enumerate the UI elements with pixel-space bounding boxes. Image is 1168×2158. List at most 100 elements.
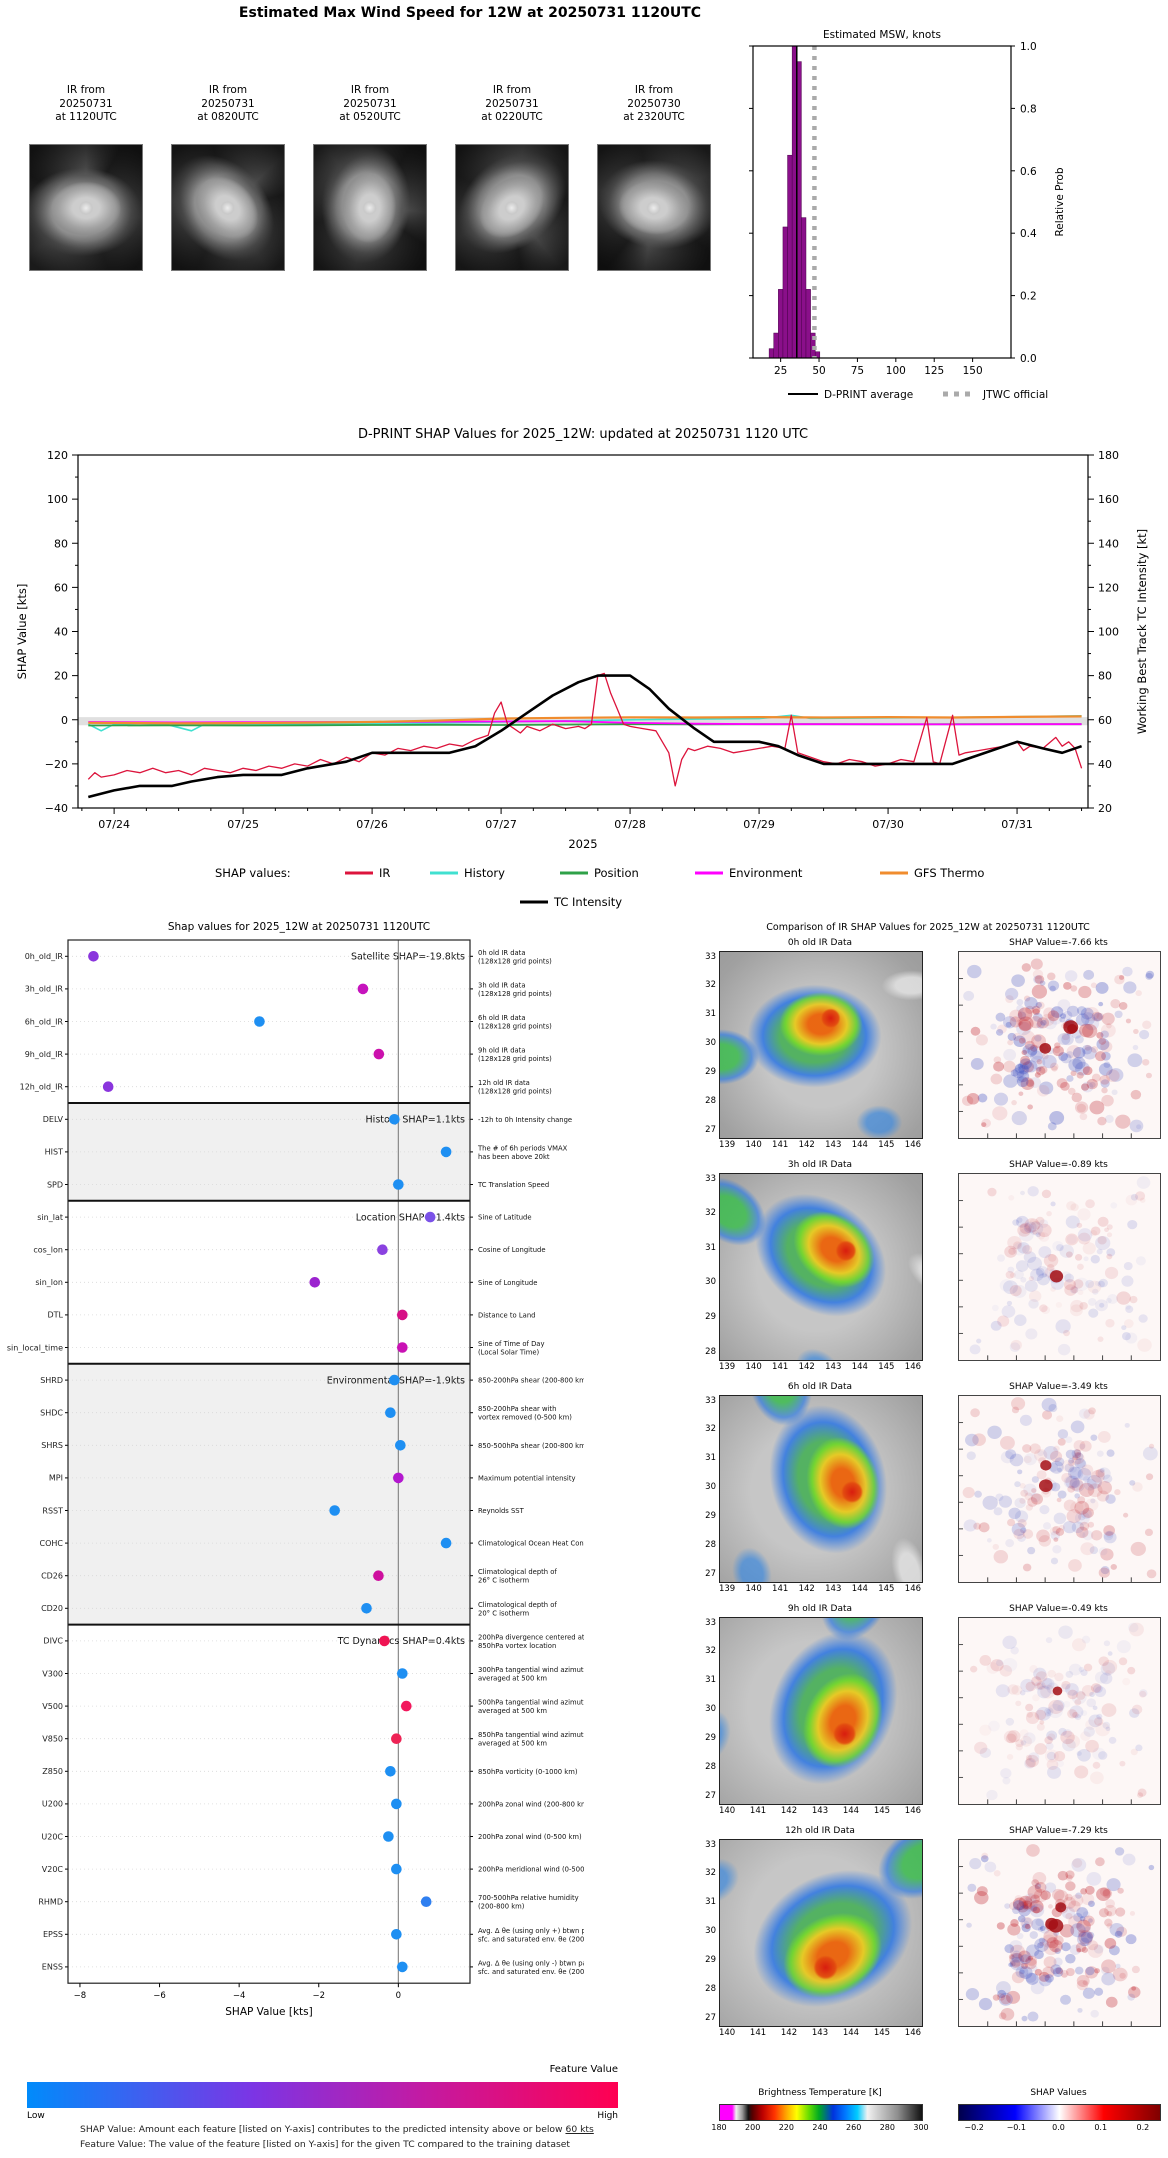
svg-text:Climatological Ocean Heat Cont: Climatological Ocean Heat Content <box>478 1540 584 1548</box>
svg-text:vortex removed (0-500 km): vortex removed (0-500 km) <box>478 1414 572 1422</box>
svg-text:DTL: DTL <box>47 1311 63 1320</box>
lat-tick-label: 29 <box>705 1066 716 1077</box>
ir-map-title: 3h old IR Data <box>787 1160 853 1170</box>
svg-text:Sine of Time of Day: Sine of Time of Day <box>478 1340 545 1348</box>
svg-text:Avg. Δ θe (using only -) btwn: Avg. Δ θe (using only -) btwn parcel lif… <box>478 1959 584 1967</box>
svg-text:(128x128 grid points): (128x128 grid points) <box>478 1023 552 1031</box>
shap-dot-HIST <box>440 1146 452 1158</box>
svg-text:160: 160 <box>1098 493 1119 506</box>
svg-text:0.0: 0.0 <box>1020 353 1037 365</box>
shap-dot-EPSS <box>391 1929 402 1940</box>
svg-text:200hPa zonal wind (200-800 km): 200hPa zonal wind (200-800 km) <box>478 1800 584 1808</box>
bt-colorbar <box>719 2104 923 2121</box>
svg-text:0: 0 <box>61 714 68 727</box>
svg-text:SHDC: SHDC <box>40 1409 63 1418</box>
svg-text:07/26: 07/26 <box>356 818 388 831</box>
svg-text:COHC: COHC <box>40 1539 64 1548</box>
shap-dot-9h_old_IR <box>373 1048 385 1060</box>
svg-text:SHAP Value [kts]: SHAP Value [kts] <box>15 584 29 680</box>
svg-text:200hPa divergence centered at: 200hPa divergence centered at <box>478 1633 584 1641</box>
bt-colorbar-tick: 260 <box>846 2123 862 2132</box>
svg-text:200hPa zonal wind (0-500 km): 200hPa zonal wind (0-500 km) <box>478 1833 582 1841</box>
svg-text:0.2: 0.2 <box>1020 291 1037 303</box>
shap-map-title: SHAP Value=-3.49 kts <box>1009 1382 1108 1392</box>
svg-text:Environment: Environment <box>729 866 803 880</box>
svg-text:150: 150 <box>963 365 983 377</box>
svg-text:0.4: 0.4 <box>1020 228 1037 240</box>
lon-tick-label: 143 <box>825 1362 842 1372</box>
comparison-row: 0h old IR Data SHAP Value=-7.66 kts 33 32 31… <box>588 938 1168 1160</box>
lat-tick-label: 33 <box>705 1617 716 1628</box>
ir-thumbnail-caption: IR from 20250731 at 0220UTC <box>481 84 543 124</box>
svg-text:50: 50 <box>812 365 825 377</box>
svg-text:12h old IR data: 12h old IR data <box>478 1079 530 1087</box>
svg-text:HIST: HIST <box>45 1148 63 1157</box>
svg-text:cos_lon: cos_lon <box>33 1246 63 1255</box>
svg-text:DIVC: DIVC <box>43 1637 63 1646</box>
svg-text:850-500hPa shear (200-800 km): 850-500hPa shear (200-800 km) <box>478 1442 584 1450</box>
svg-text:sfc. and saturated env. θe (20: sfc. and saturated env. θe (200-800 km) <box>478 1968 584 1976</box>
svg-text:ENSS: ENSS <box>42 1963 63 1972</box>
svg-text:History: History <box>464 866 505 880</box>
svg-text:07/31: 07/31 <box>1001 818 1033 831</box>
lat-tick-label: 32 <box>705 1646 716 1657</box>
svg-text:D-PRINT SHAP Values for 2025_1: D-PRINT SHAP Values for 2025_12W: update… <box>358 427 808 442</box>
ir-map-title: 6h old IR Data <box>787 1382 853 1392</box>
svg-text:JTWC official: JTWC official <box>982 389 1048 401</box>
ir-figure: IR from 20250731 at 1120UTC <box>22 84 150 271</box>
lon-tick-label: 146 <box>904 1362 922 1372</box>
lat-tick-label: 29 <box>705 1510 716 1521</box>
svg-text:The # of 6h periods VMAX: The # of 6h periods VMAX <box>477 1144 568 1152</box>
lat-tick-label: 31 <box>705 1675 716 1686</box>
svg-text:(128x128 grid points): (128x128 grid points) <box>478 1055 552 1063</box>
svg-text:(200-800 km): (200-800 km) <box>478 1903 525 1911</box>
footnote-feature-value: Feature Value: The value of the feature … <box>80 2139 570 2150</box>
lat-tick-label: 27 <box>705 1124 716 1135</box>
shap-colorbar <box>958 2104 1161 2121</box>
svg-text:MPI: MPI <box>49 1474 63 1483</box>
lon-tick-label: 140 <box>718 1806 736 1816</box>
svg-text:Working Best Track TC Intensit: Working Best Track TC Intensity [kt] <box>1135 529 1149 734</box>
svg-text:Z850: Z850 <box>42 1767 63 1776</box>
lat-tick-label: 28 <box>705 1095 716 1106</box>
svg-text:RHMD: RHMD <box>38 1898 63 1907</box>
svg-text:U200: U200 <box>42 1800 63 1809</box>
shap-dot-SHRD <box>389 1374 400 1386</box>
lat-tick-label: 31 <box>705 1242 716 1253</box>
lon-tick-label: 145 <box>878 1584 895 1594</box>
histogram-bar <box>801 217 807 359</box>
svg-text:D-PRINT average: D-PRINT average <box>824 389 913 401</box>
shap-colorbar-tick: 0.1 <box>1094 2123 1108 2132</box>
histogram-bar <box>768 348 774 359</box>
comparison-row: 12h old IR Data SHAP Value=-7.29 kts 33 32 3… <box>588 1826 1168 2048</box>
shap-map-title: SHAP Value=-0.49 kts <box>1009 1604 1108 1614</box>
svg-text:RSST: RSST <box>42 1506 63 1515</box>
shap-dot-sin_local_time <box>397 1342 408 1353</box>
svg-text:200hPa meridional wind (0-500: 200hPa meridional wind (0-500 km) <box>478 1866 584 1874</box>
shap-map-title: SHAP Value=-7.66 kts <box>1009 938 1108 948</box>
svg-text:(128x128 grid points): (128x128 grid points) <box>478 1088 552 1096</box>
ir-satellite-image <box>313 144 427 271</box>
lon-tick-label: 141 <box>772 1362 789 1372</box>
ir-comparison-panel: Comparison of IR SHAP Values for 2025_12… <box>588 916 1168 2158</box>
svg-text:(128x128 grid points): (128x128 grid points) <box>478 957 552 965</box>
shap-dot-3h_old_IR <box>357 983 369 995</box>
lat-tick-label: 27 <box>705 1790 716 1801</box>
svg-text:Location SHAP=-1.4kts: Location SHAP=-1.4kts <box>356 1212 465 1223</box>
lon-tick-label: 139 <box>718 1362 736 1372</box>
lon-tick-label: 140 <box>745 1362 762 1372</box>
shap-value-map <box>958 1173 1161 1361</box>
lon-tick-label: 139 <box>718 1140 736 1150</box>
svg-text:Sine of Longitude: Sine of Longitude <box>478 1279 537 1287</box>
ir-thumbnail-strip: IR from 20250731 at 1120UTC IR from 20250731… <box>22 84 742 271</box>
shap-dot-V300 <box>397 1668 408 1679</box>
lat-tick-label: 29 <box>705 1954 716 1965</box>
svg-text:500hPa tangential wind azimuth: 500hPa tangential wind azimuthally <box>478 1699 584 1707</box>
svg-text:6h old IR data: 6h old IR data <box>478 1014 526 1022</box>
svg-text:850hPa tangential wind azimuth: 850hPa tangential wind azimuthally <box>478 1731 584 1739</box>
svg-text:0.8: 0.8 <box>1020 103 1037 115</box>
shap-dot-SPD <box>393 1179 404 1190</box>
shap-dot-DIVC <box>379 1635 390 1647</box>
ir-satellite-image <box>597 144 711 271</box>
